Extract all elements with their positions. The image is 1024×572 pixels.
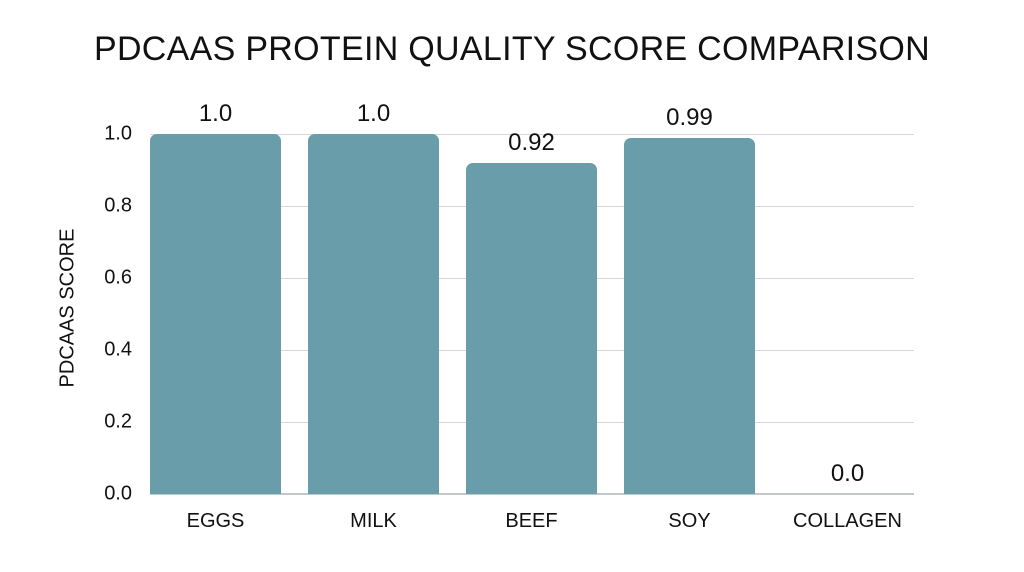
y-tick-label: 1.0 bbox=[104, 122, 132, 145]
y-tick-label: 0.2 bbox=[104, 410, 132, 433]
bar-milk bbox=[308, 134, 439, 494]
plot-area: 1.0 0.8 0.6 0.4 0.2 0.0 1.0 1.0 0.92 0.9… bbox=[104, 100, 914, 532]
x-tick-label-collagen: COLLAGEN bbox=[793, 510, 902, 532]
value-label-eggs: 1.0 bbox=[198, 100, 233, 127]
x-tick-label-beef: BEEF bbox=[505, 510, 558, 532]
value-label-collagen: 0.0 bbox=[830, 460, 865, 487]
y-tick-label: 0.0 bbox=[104, 482, 132, 505]
bar-soy bbox=[624, 138, 755, 494]
x-axis-line bbox=[150, 493, 914, 495]
value-label-beef: 0.92 bbox=[508, 129, 555, 156]
y-tick-label: 0.6 bbox=[104, 266, 132, 289]
chart-title: PDCAAS PROTEIN QUALITY SCORE COMPARISON bbox=[93, 30, 931, 68]
value-label-milk: 1.0 bbox=[356, 100, 391, 127]
bar-beef bbox=[466, 163, 597, 494]
y-tick-label: 0.8 bbox=[104, 194, 132, 217]
x-tick-label-eggs: EGGS bbox=[186, 510, 245, 532]
y-tick-label: 0.4 bbox=[104, 338, 132, 361]
bar-eggs bbox=[150, 134, 281, 494]
gridline-1-0 bbox=[150, 134, 914, 135]
y-axis-label: PDCAAS SCORE bbox=[56, 228, 79, 388]
x-tick-label-soy: SOY bbox=[668, 510, 711, 532]
value-label-soy: 0.99 bbox=[666, 104, 713, 131]
x-tick-label-milk: MILK bbox=[350, 510, 397, 532]
